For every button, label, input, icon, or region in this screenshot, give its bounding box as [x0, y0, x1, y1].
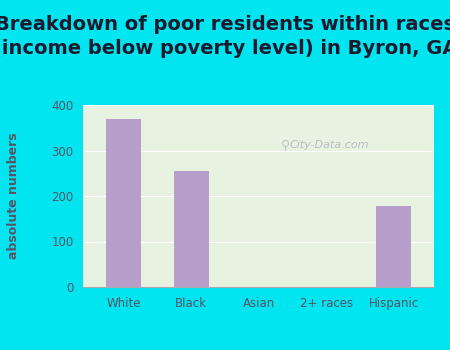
Bar	[376, 206, 411, 287]
Text: City-Data.com: City-Data.com	[289, 140, 369, 150]
Bar	[174, 171, 209, 287]
Bar	[106, 119, 141, 287]
Text: ⚲: ⚲	[280, 139, 290, 152]
Text: Breakdown of poor residents within races
(income below poverty level) in Byron, : Breakdown of poor residents within races…	[0, 15, 450, 58]
Text: absolute numbers: absolute numbers	[7, 133, 20, 259]
